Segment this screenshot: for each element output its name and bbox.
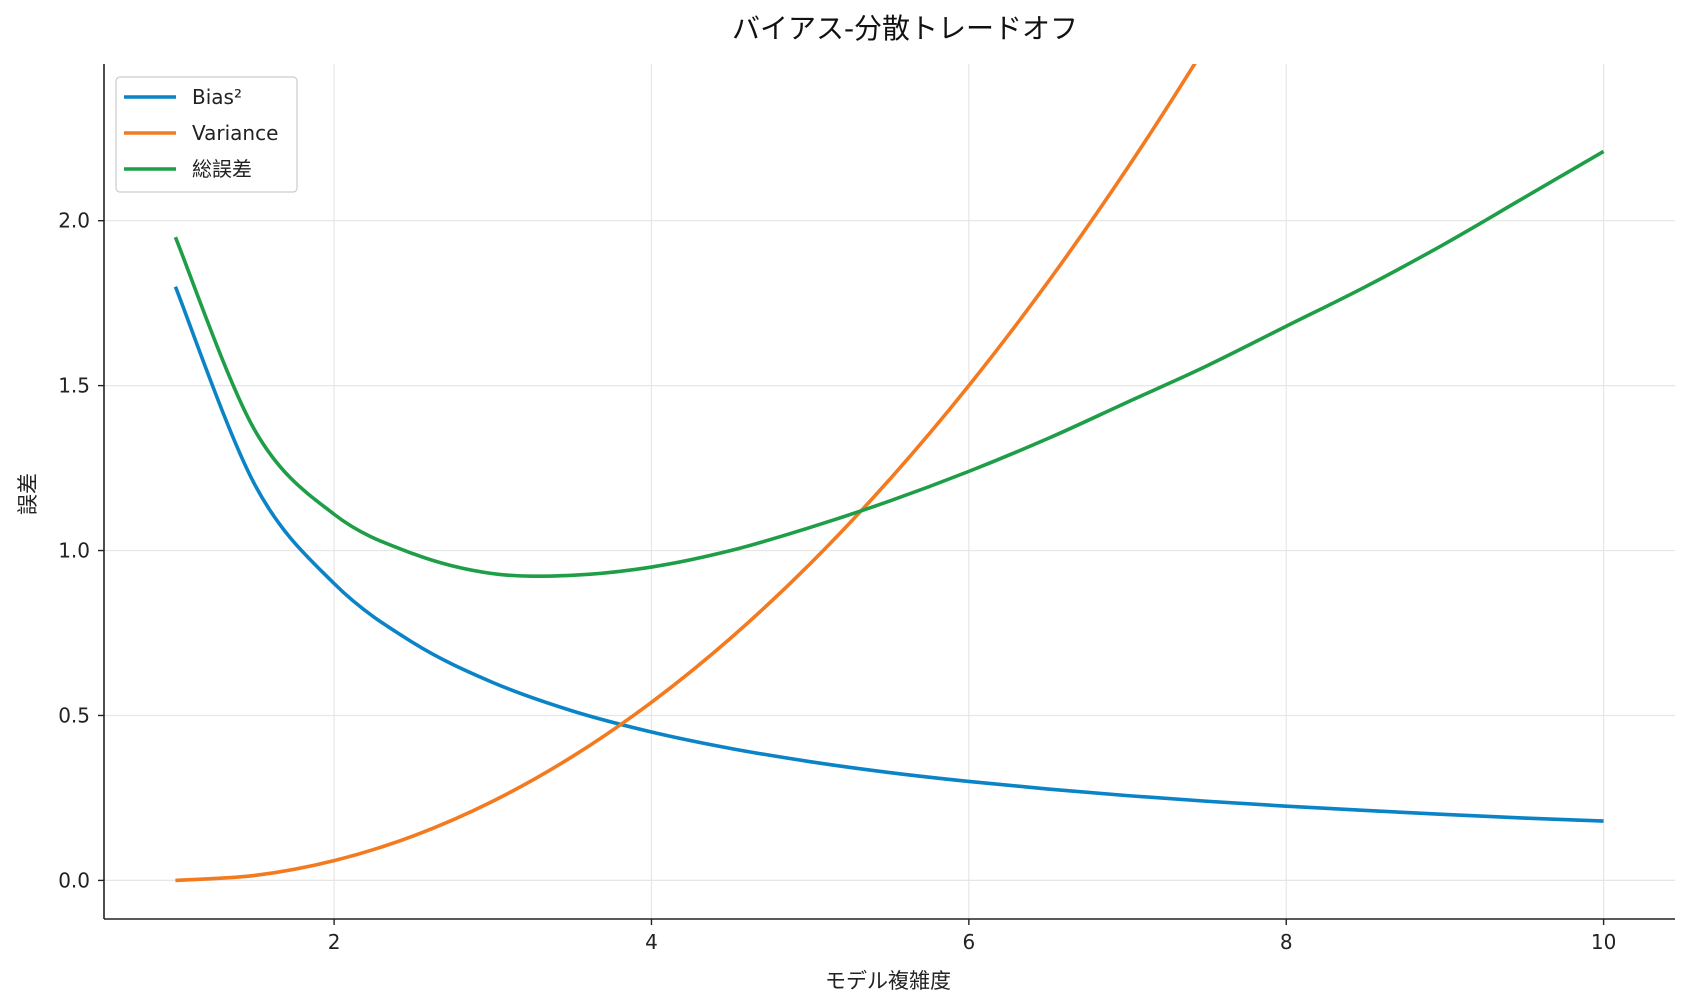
y-tick-label: 0.5 [58, 703, 90, 727]
y-axis-label: 誤差 [16, 473, 40, 515]
grid [104, 64, 1675, 919]
x-tick-label: 10 [1591, 930, 1616, 954]
y-tick-label: 2.0 [58, 209, 90, 233]
axes [103, 64, 1675, 920]
series-line [173, 149, 1605, 579]
x-tick-label: 6 [962, 930, 975, 954]
series-line [175, 64, 1197, 883]
chart-title: バイアス-分散トレードオフ [732, 12, 1078, 45]
legend-box [115, 76, 298, 193]
legend: Bias² Variance 総誤差 [115, 76, 298, 193]
legend-label: Bias² [192, 85, 242, 109]
series-lines [173, 64, 1605, 883]
series-line [173, 285, 1604, 823]
x-tick-label: 2 [328, 930, 341, 954]
y-tick-label: 0.0 [58, 868, 90, 892]
x-axis-label: モデル複雑度 [825, 969, 951, 993]
x-tick-label: 8 [1280, 930, 1293, 954]
legend-label: Variance [192, 121, 278, 145]
y-tick-label: 1.5 [58, 374, 90, 398]
ticks: 2 4 6 8 10 0.0 0.5 1.0 1.5 2.0 [58, 209, 1616, 954]
y-tick-label: 1.0 [58, 539, 90, 563]
legend-label: 総誤差 [192, 157, 252, 181]
x-tick-label: 4 [645, 930, 658, 954]
